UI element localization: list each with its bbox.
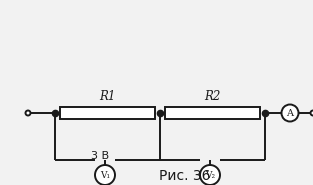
Text: Рис. 36: Рис. 36 [159, 169, 211, 184]
Text: V₁: V₁ [100, 171, 110, 179]
Text: A: A [286, 108, 294, 117]
Text: R2: R2 [204, 90, 221, 103]
Text: V₂: V₂ [205, 171, 215, 179]
Circle shape [310, 110, 313, 115]
Circle shape [95, 165, 115, 185]
Circle shape [25, 110, 30, 115]
FancyBboxPatch shape [60, 107, 155, 119]
Text: R1: R1 [99, 90, 116, 103]
Text: 3 B: 3 B [91, 151, 109, 161]
Circle shape [200, 165, 220, 185]
Circle shape [281, 105, 299, 122]
FancyBboxPatch shape [165, 107, 260, 119]
